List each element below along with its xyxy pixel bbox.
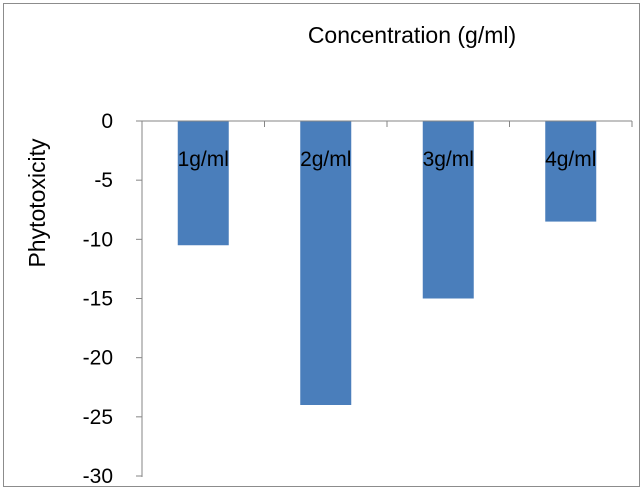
y-tick-labels: 0 -5 -10 -15 -20 -25 -30: [83, 110, 113, 488]
chart-title: Concentration (g/ml): [308, 22, 516, 48]
bar-3g-ml: [422, 121, 474, 299]
category-label: 2g/ml: [300, 148, 351, 171]
y-axis-title: Phytotoxicity: [24, 138, 50, 268]
category-label: 1g/ml: [178, 148, 229, 171]
y-tick-label: -5: [94, 169, 113, 192]
y-tick-label: -20: [83, 347, 113, 370]
y-tick-label: -10: [83, 228, 113, 251]
category-labels: 1g/ml 2g/ml 3g/ml 4g/ml: [178, 148, 597, 171]
y-tick-label: -25: [83, 406, 113, 429]
y-tick-label: 0: [101, 110, 113, 133]
y-tick-label: -30: [83, 465, 113, 488]
y-tick-label: -15: [83, 288, 113, 311]
bars-layer: [177, 121, 597, 405]
category-label: 4g/ml: [545, 148, 596, 171]
bar-4g-ml: [545, 121, 597, 222]
axis-layer: [136, 120, 633, 477]
bar-2g-ml: [300, 121, 352, 405]
category-label: 3g/ml: [423, 148, 474, 171]
bar-1g-ml: [177, 121, 229, 246]
